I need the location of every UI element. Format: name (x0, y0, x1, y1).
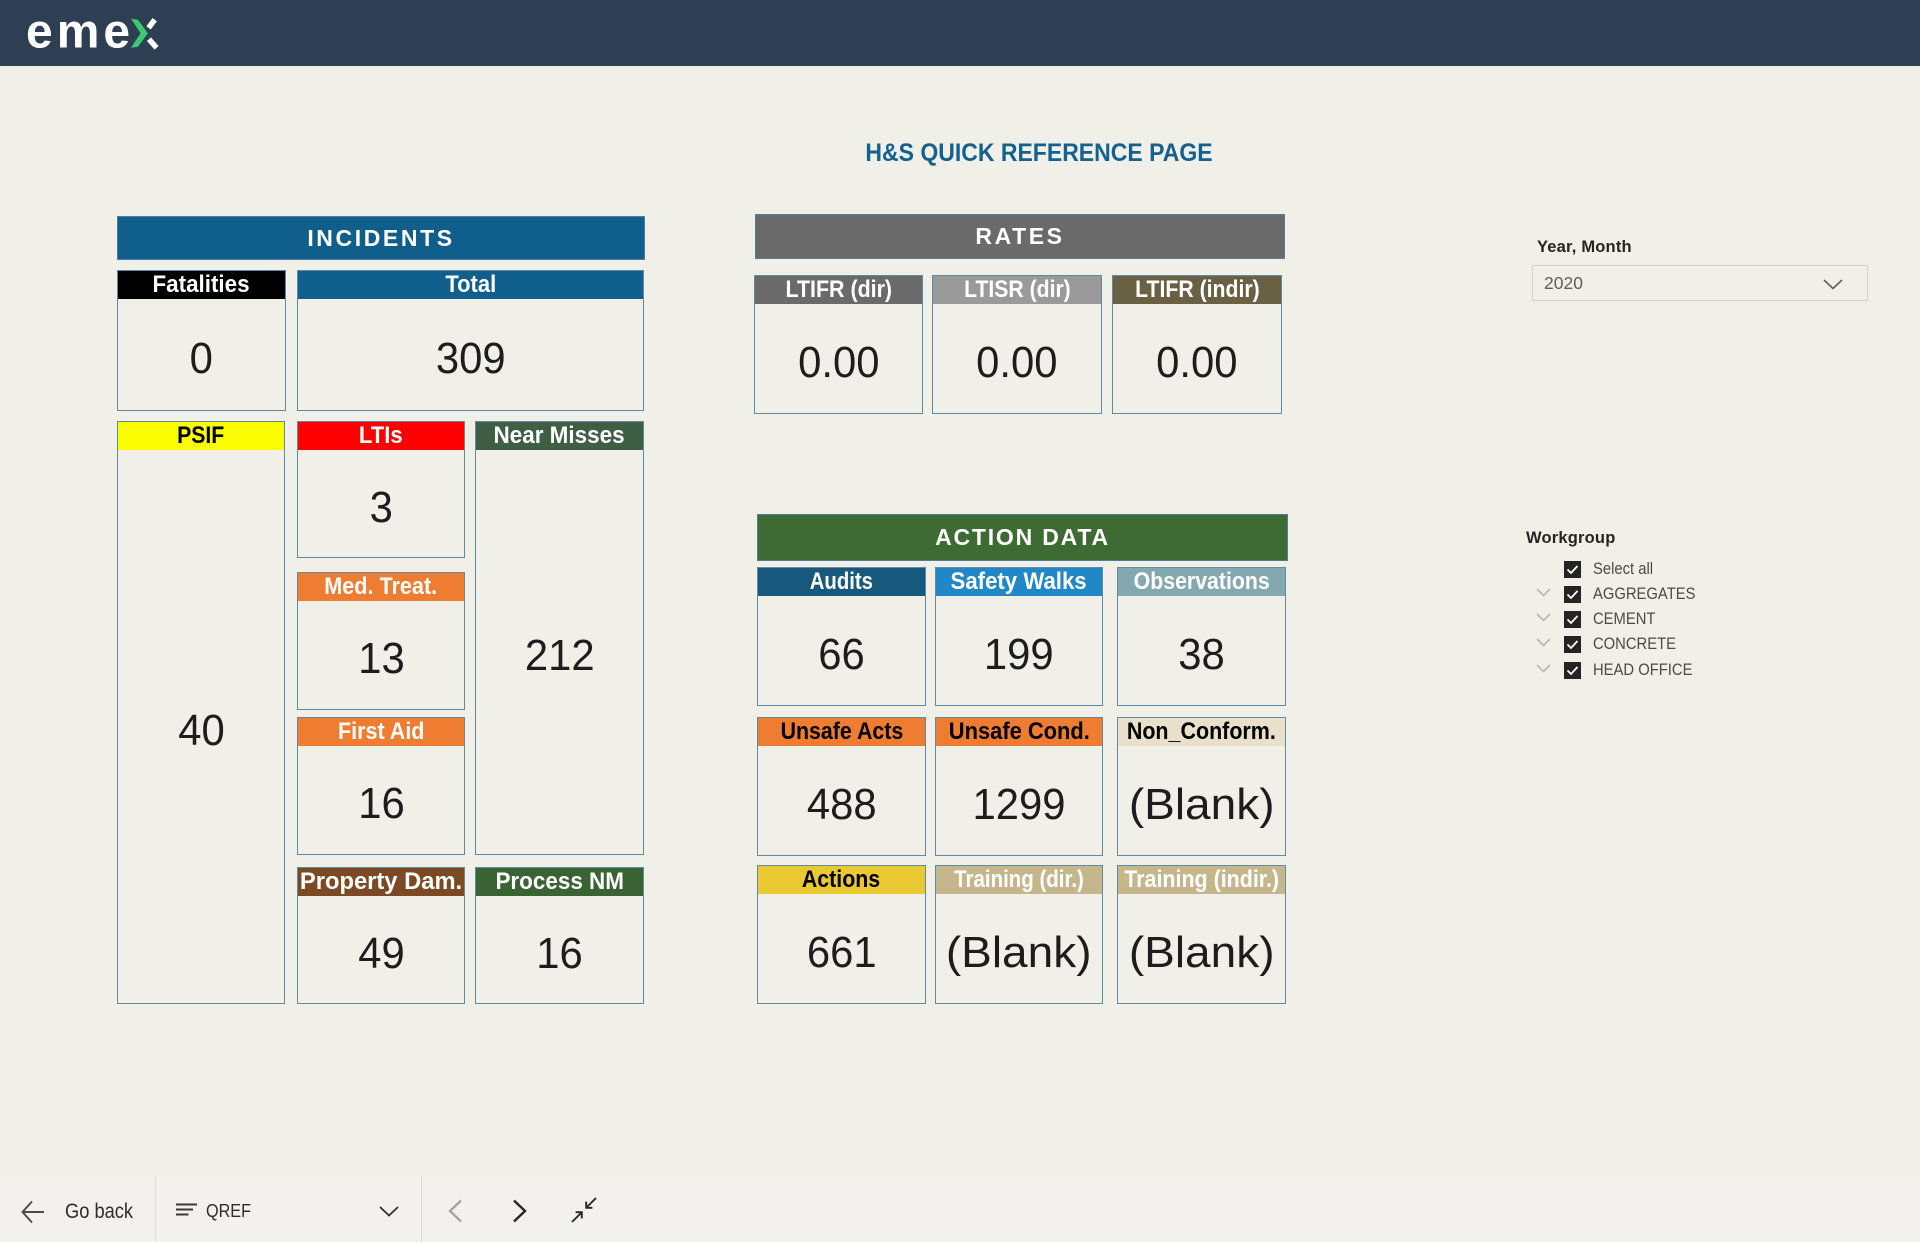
svg-text:eme: eme (26, 9, 134, 57)
